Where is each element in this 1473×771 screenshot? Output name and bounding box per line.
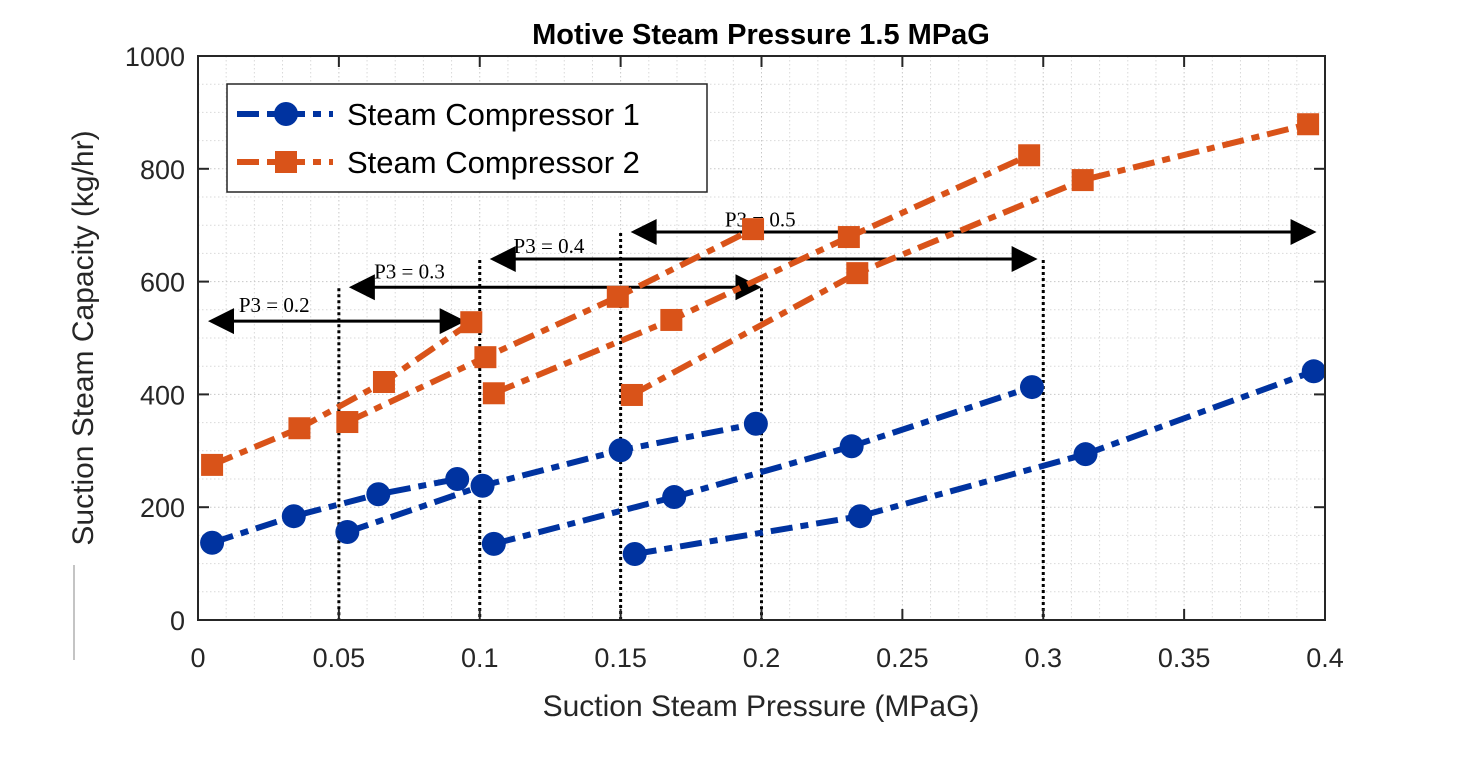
data-point [288, 417, 311, 440]
data-point [445, 467, 470, 491]
x-tick-label: 0 [190, 643, 205, 673]
y-axis-label: Suction Steam Capacity (kg/hr) [67, 130, 100, 545]
y-tick-label: 800 [140, 155, 185, 185]
data-point [839, 434, 864, 459]
data-point [470, 473, 495, 498]
data-point [201, 453, 224, 476]
legend-box [226, 83, 708, 193]
data-point [200, 530, 225, 555]
data-point [335, 520, 360, 545]
data-point [742, 218, 765, 241]
y-tick-labels: 0 200 400 600 800 1000 [125, 42, 185, 636]
data-point [620, 383, 643, 406]
data-point [846, 262, 869, 285]
x-tick-label: 0.3 [1024, 643, 1062, 673]
legend-marker-compressor-1 [274, 102, 298, 126]
x-axis-label: Suction Steam Pressure (MPaG) [543, 690, 980, 723]
y-tick-label: 200 [140, 493, 185, 523]
data-point [1071, 169, 1094, 192]
legend-entry-compressor-1: Steam Compressor 1 [237, 97, 640, 132]
p3-label: P3 = 0.4 [514, 234, 585, 258]
data-point [474, 346, 497, 369]
arrow-left-icon [489, 246, 516, 273]
data-point [608, 438, 633, 463]
data-point [460, 311, 483, 334]
x-tick-label: 0.05 [313, 643, 366, 673]
x-tick-label: 0.25 [876, 643, 929, 673]
series-line-p3-0.3 [346, 226, 755, 425]
series-line-p3-0.2 [210, 319, 473, 468]
data-point [660, 308, 683, 331]
arrow-right-icon [1011, 246, 1038, 273]
legend: Steam Compressor 1 Steam Compressor 2 [226, 83, 708, 193]
series-layer [200, 113, 1325, 567]
legend-label-compressor-1: Steam Compressor 1 [347, 97, 640, 132]
data-point [1019, 375, 1044, 400]
data-point [281, 504, 306, 529]
data-point [662, 485, 687, 510]
y-tick-label: 600 [140, 268, 185, 298]
data-point [606, 285, 629, 308]
arrow-left-icon [630, 218, 657, 245]
series-2 [201, 113, 1320, 476]
arrow-left-icon [208, 308, 234, 335]
arrow-left-icon [348, 274, 375, 301]
legend-label-compressor-2: Steam Compressor 2 [347, 145, 640, 180]
data-point [848, 504, 873, 529]
data-point [1297, 113, 1320, 136]
y-tick-label: 0 [170, 606, 185, 636]
x-tick-labels: 0 0.05 0.1 0.15 0.2 0.25 0.3 0.35 0.4 [190, 643, 1343, 673]
axis-ticks [197, 55, 1326, 621]
y-tick-label: 400 [140, 380, 185, 410]
arrow-right-icon [1290, 218, 1317, 245]
chart-title: Motive Steam Pressure 1.5 MPaG [532, 19, 990, 51]
series-line-p3-0.5 [634, 368, 1315, 557]
data-point [1073, 442, 1098, 467]
data-point [482, 382, 505, 405]
x-tick-label: 0.2 [743, 643, 781, 673]
legend-entry-compressor-2: Steam Compressor 2 [237, 145, 640, 180]
series-line-p3-0.4 [492, 152, 1031, 397]
p3-label: P3 = 0.3 [374, 259, 445, 283]
p3-label: P3 = 0.2 [239, 293, 310, 317]
data-point [622, 542, 647, 567]
y-tick-label: 1000 [125, 42, 185, 72]
series-line-p3-0.3 [346, 420, 757, 535]
x-tick-label: 0.1 [461, 643, 499, 673]
series-line-p3-0.5 [630, 121, 1309, 398]
x-tick-label: 0.15 [594, 643, 647, 673]
arrow-right-icon [439, 308, 466, 335]
series-1 [200, 359, 1325, 567]
data-point [743, 411, 768, 436]
series-line-p3-0.2 [211, 476, 458, 546]
data-point [336, 411, 359, 434]
legend-marker-compressor-2 [275, 151, 297, 173]
x-tick-label: 0.4 [1306, 643, 1344, 673]
x-tick-label: 0.35 [1158, 643, 1211, 673]
data-point [837, 226, 860, 249]
series-line-p3-0.4 [493, 384, 1033, 547]
data-point [1301, 359, 1325, 384]
arrow-right-icon [735, 274, 762, 301]
data-point [366, 482, 391, 507]
data-point [1018, 144, 1041, 167]
data-point [481, 531, 506, 556]
data-point [372, 370, 395, 393]
